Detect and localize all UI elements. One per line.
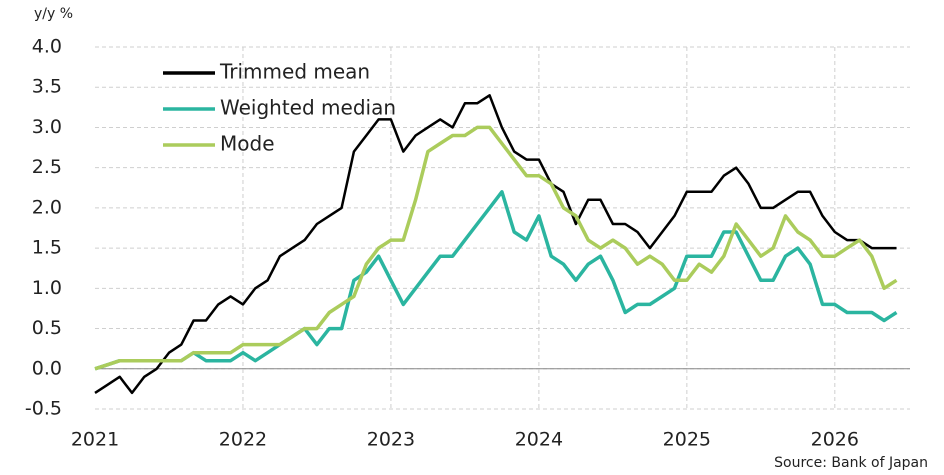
y-tick-label: 2.0 [32, 196, 62, 218]
x-tick-label: 2025 [663, 429, 711, 451]
line-series [94, 190, 898, 371]
x-tick-label: 2021 [71, 429, 119, 451]
x-tick-label: 2026 [811, 429, 859, 451]
y-tick-label: 4.0 [32, 36, 62, 58]
y-tick-label: 0.5 [32, 317, 62, 339]
y-tick-label: 3.0 [32, 116, 62, 138]
y-tick-label: 2.5 [32, 156, 62, 178]
legend-label: Trimmed mean [219, 60, 370, 84]
y-tick-label: 0.0 [32, 357, 62, 379]
y-axis-label: y/y % [34, 6, 73, 22]
y-tick-label: -0.5 [25, 398, 62, 420]
source: Source: Bank of Japan [774, 455, 928, 471]
y-tick-label: 1.5 [32, 237, 62, 259]
line-series [94, 125, 898, 371]
legend-label: Weighted median [220, 96, 396, 120]
legend-label: Mode [220, 132, 275, 156]
x-tick-label: 2023 [367, 429, 415, 451]
y-tick-label: 3.5 [32, 76, 62, 98]
y-tick-label: 1.0 [32, 277, 62, 299]
x-tick-label: 2024 [515, 429, 563, 451]
line-series [94, 94, 897, 395]
x-tick-label: 2022 [219, 429, 267, 451]
